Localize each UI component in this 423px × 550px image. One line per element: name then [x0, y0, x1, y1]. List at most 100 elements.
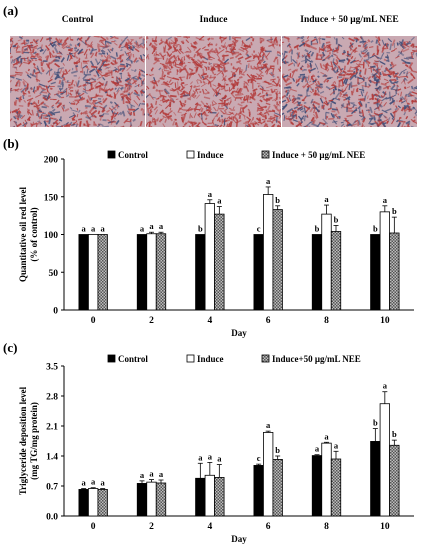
cell-stroke [321, 51, 326, 57]
cell-stroke [312, 119, 316, 125]
significance-letter: a [159, 221, 164, 231]
cell-stroke [284, 115, 288, 119]
cell-stroke [257, 92, 262, 97]
cell-stroke [165, 99, 169, 104]
cell-stroke [304, 77, 307, 83]
cell-stroke [278, 44, 281, 47]
cell-stroke [377, 107, 380, 111]
cell-stroke [212, 67, 216, 71]
cell-stroke [374, 112, 380, 116]
cell-stroke [45, 85, 49, 92]
cell-stroke [65, 122, 69, 126]
cell-stroke [314, 86, 319, 90]
cell-stroke [52, 119, 59, 125]
cell-stroke [352, 88, 355, 94]
cell-stroke [239, 106, 245, 110]
cell-stroke [161, 71, 164, 79]
cell-stroke [42, 94, 48, 98]
cell-stroke [58, 39, 63, 45]
cell-stroke [405, 98, 408, 103]
cell-stroke [284, 77, 290, 84]
cell-stroke [219, 36, 227, 40]
cell-stroke [274, 37, 279, 44]
cell-stroke [390, 61, 394, 66]
cell-stroke [124, 77, 131, 82]
cell-stroke [33, 66, 39, 71]
cell-stroke [158, 67, 162, 71]
cell-stroke [327, 77, 331, 80]
cell-stroke [48, 110, 54, 116]
cell-stroke [212, 103, 217, 106]
cell-stroke [58, 79, 62, 85]
cell-stroke [38, 114, 43, 120]
cell-stroke [169, 98, 176, 104]
cell-stroke [406, 40, 409, 44]
x-tick-label: 2 [149, 522, 154, 532]
cell-stroke [67, 48, 73, 52]
cell-stroke [190, 108, 195, 111]
cell-stroke [288, 97, 292, 102]
cell-stroke [304, 55, 308, 59]
cell-stroke [366, 84, 372, 89]
cell-stroke [377, 43, 381, 46]
cell-stroke [253, 55, 257, 59]
cell-stroke [85, 98, 89, 102]
cell-stroke [393, 101, 395, 106]
cell-stroke [115, 79, 119, 84]
cell-stroke [156, 53, 160, 56]
cell-stroke [310, 75, 316, 78]
cell-stroke [51, 108, 56, 113]
cell-stroke [340, 121, 344, 124]
cell-stroke [370, 40, 374, 44]
cell-stroke [87, 101, 93, 106]
cell-stroke [10, 79, 13, 83]
cell-stroke [75, 58, 81, 64]
cell-stroke [42, 96, 48, 101]
cell-stroke [236, 82, 239, 86]
cell-stroke [153, 59, 159, 65]
cell-stroke [212, 88, 217, 93]
cell-stroke [276, 92, 281, 95]
cell-stroke [180, 40, 184, 43]
cell-stroke [105, 36, 109, 41]
cell-stroke [306, 85, 310, 89]
cell-stroke [366, 52, 369, 56]
cell-stroke [78, 43, 81, 48]
cell-stroke [288, 118, 293, 125]
cell-stroke [105, 44, 108, 48]
cell-stroke [339, 92, 343, 96]
y-tick-label: 150 [44, 193, 59, 203]
cell-stroke [70, 102, 76, 106]
cell-stroke [126, 96, 132, 101]
cell-stroke [308, 82, 315, 87]
cell-stroke [100, 54, 104, 58]
cell-stroke [180, 88, 184, 91]
cell-stroke [169, 107, 172, 111]
cell-stroke [115, 77, 119, 82]
cell-stroke [395, 55, 400, 59]
cell-stroke [26, 47, 29, 52]
cell-stroke [155, 100, 158, 106]
cell-stroke [98, 81, 104, 86]
cell-stroke [55, 93, 62, 99]
cell-stroke [282, 41, 285, 44]
bar [389, 444, 400, 517]
cell-stroke [172, 45, 177, 51]
cell-stroke [120, 73, 123, 79]
cell-stroke [245, 45, 250, 48]
y-tick-label: 1.4 [46, 453, 58, 463]
cell-stroke [202, 80, 206, 84]
cell-stroke [226, 97, 232, 101]
cell-stroke [126, 51, 132, 55]
cell-stroke [206, 38, 209, 41]
cell-stroke [230, 116, 234, 121]
cell-stroke [49, 75, 53, 80]
cell-stroke [197, 121, 200, 127]
cell-stroke [14, 88, 20, 92]
cell-stroke [210, 69, 215, 75]
cell-stroke [70, 79, 74, 86]
cell-stroke [301, 54, 304, 58]
cell-stroke [325, 41, 331, 44]
cell-stroke [129, 124, 132, 127]
cell-stroke [331, 48, 335, 53]
